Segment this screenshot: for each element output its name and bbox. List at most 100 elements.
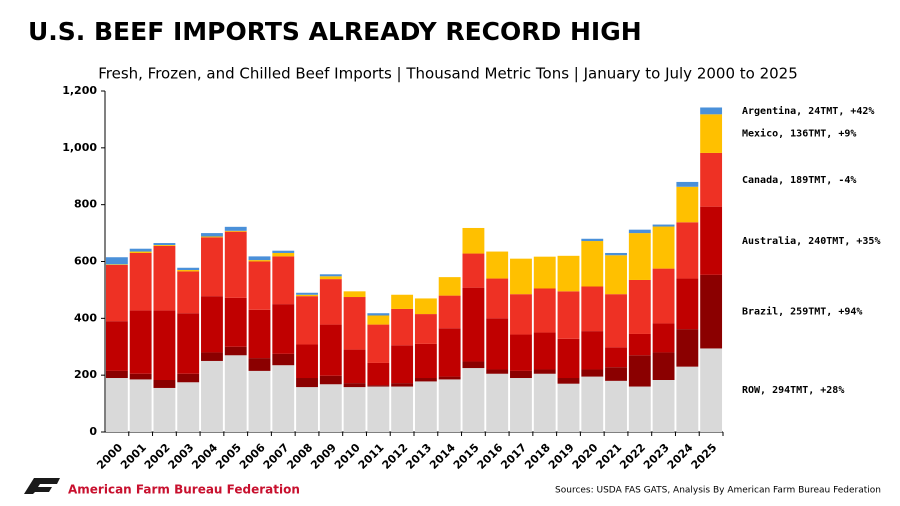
bar-segment	[414, 378, 437, 382]
bar-segment	[248, 256, 271, 261]
x-tick-label: 2022	[617, 441, 648, 472]
bar-segment	[628, 386, 651, 432]
bar-segment	[533, 288, 556, 333]
bar-segment	[367, 362, 390, 386]
bar-segment	[272, 353, 295, 366]
bar-segment	[201, 233, 223, 237]
bar-segment	[581, 376, 604, 432]
bar-segment	[700, 206, 723, 275]
bar-segment	[676, 366, 699, 432]
x-tick-label: 2011	[356, 441, 387, 472]
bar-segment	[438, 379, 461, 432]
bar-segment	[105, 264, 128, 322]
bar-segment	[224, 231, 247, 298]
bar-segment	[581, 331, 604, 370]
legend-label: ROW, 294TMT, +28%	[742, 385, 844, 396]
bar-segment	[462, 227, 485, 254]
bar-segment	[652, 379, 675, 432]
bar-segment	[486, 373, 509, 432]
x-tick-label: 2020	[570, 441, 601, 472]
bar-segment	[177, 270, 200, 272]
bar-segment	[438, 277, 461, 296]
bar-segment	[319, 324, 342, 376]
legend-label: Argentina, 24TMT, +42%	[742, 105, 874, 117]
bar-segment	[296, 292, 318, 295]
bar-segment	[533, 373, 556, 432]
y-tick-label: 1,000	[62, 141, 97, 154]
x-tick-label: 2021	[593, 441, 624, 472]
bar-segment	[343, 349, 366, 384]
bar-segment	[486, 369, 509, 374]
bar-segment	[153, 245, 176, 246]
bar-segment	[628, 333, 651, 356]
bar-segment	[343, 297, 366, 350]
bar-segment	[391, 383, 414, 387]
x-tick-label: 2025	[689, 441, 720, 472]
bar-segment	[533, 256, 556, 289]
bar-segment	[224, 226, 247, 231]
bar-segment	[462, 368, 485, 432]
bar-segment	[367, 385, 390, 387]
bar-segment	[248, 370, 271, 432]
bar-segment	[367, 313, 390, 316]
bar-segment	[272, 365, 295, 432]
bar-segment	[105, 378, 128, 432]
logo	[24, 478, 60, 494]
bar-segment	[557, 338, 580, 379]
bar-segment	[581, 238, 604, 242]
bar-segment	[652, 323, 675, 353]
bar-segment	[319, 279, 342, 325]
bar-segment	[272, 256, 295, 305]
x-tick-label: 2001	[118, 441, 149, 472]
bar-segment	[700, 274, 723, 349]
x-tick-label: 2024	[665, 441, 696, 472]
bar-segment	[605, 252, 627, 256]
bar-segment	[105, 370, 128, 379]
bar-segment	[129, 373, 152, 380]
bar-segment	[581, 369, 604, 377]
x-tick-label: 2018	[522, 441, 553, 472]
bar-segment	[153, 243, 176, 246]
y-tick-label: 800	[74, 198, 97, 211]
bar-segment	[129, 251, 152, 253]
bar-segment	[676, 278, 699, 330]
bar-segment	[700, 152, 723, 207]
bar-segment	[486, 278, 509, 319]
bar-segment	[700, 348, 723, 432]
bar-segment	[367, 315, 390, 325]
x-tick-label: 2003	[166, 441, 197, 472]
bar-segment	[628, 355, 651, 387]
bar-segment	[652, 268, 675, 324]
bar-segment	[605, 347, 627, 368]
y-tick-label: 1,200	[62, 84, 97, 97]
bar-segment	[177, 267, 200, 271]
bar-segment	[438, 295, 461, 329]
bar-segment	[628, 229, 651, 234]
bar-segment	[557, 255, 580, 292]
bar-segment	[296, 344, 318, 379]
bar-segment	[676, 186, 699, 223]
x-tick-label: 2004	[189, 441, 220, 472]
x-tick-label: 2005	[213, 441, 244, 472]
bar-segment	[129, 252, 152, 311]
bar-segment	[486, 318, 509, 370]
x-tick-label: 2016	[475, 441, 506, 472]
bar-segment	[510, 294, 532, 335]
bar-segment	[201, 236, 223, 238]
bar-segment	[296, 294, 318, 297]
bar-segment	[605, 380, 627, 432]
bar-segment	[129, 310, 152, 374]
bar-segment	[700, 114, 723, 153]
bar-segment	[153, 245, 176, 311]
bar-segment	[224, 297, 247, 347]
bar-segment	[676, 329, 699, 367]
bar-segment	[414, 298, 437, 315]
bar-segment	[414, 314, 437, 344]
bar-segment	[652, 224, 675, 227]
x-tick-label: 2008	[284, 441, 315, 472]
bar-segment	[296, 378, 318, 388]
bar-segment	[343, 387, 366, 432]
bar-segment	[438, 328, 461, 377]
bar-segment	[343, 291, 366, 298]
